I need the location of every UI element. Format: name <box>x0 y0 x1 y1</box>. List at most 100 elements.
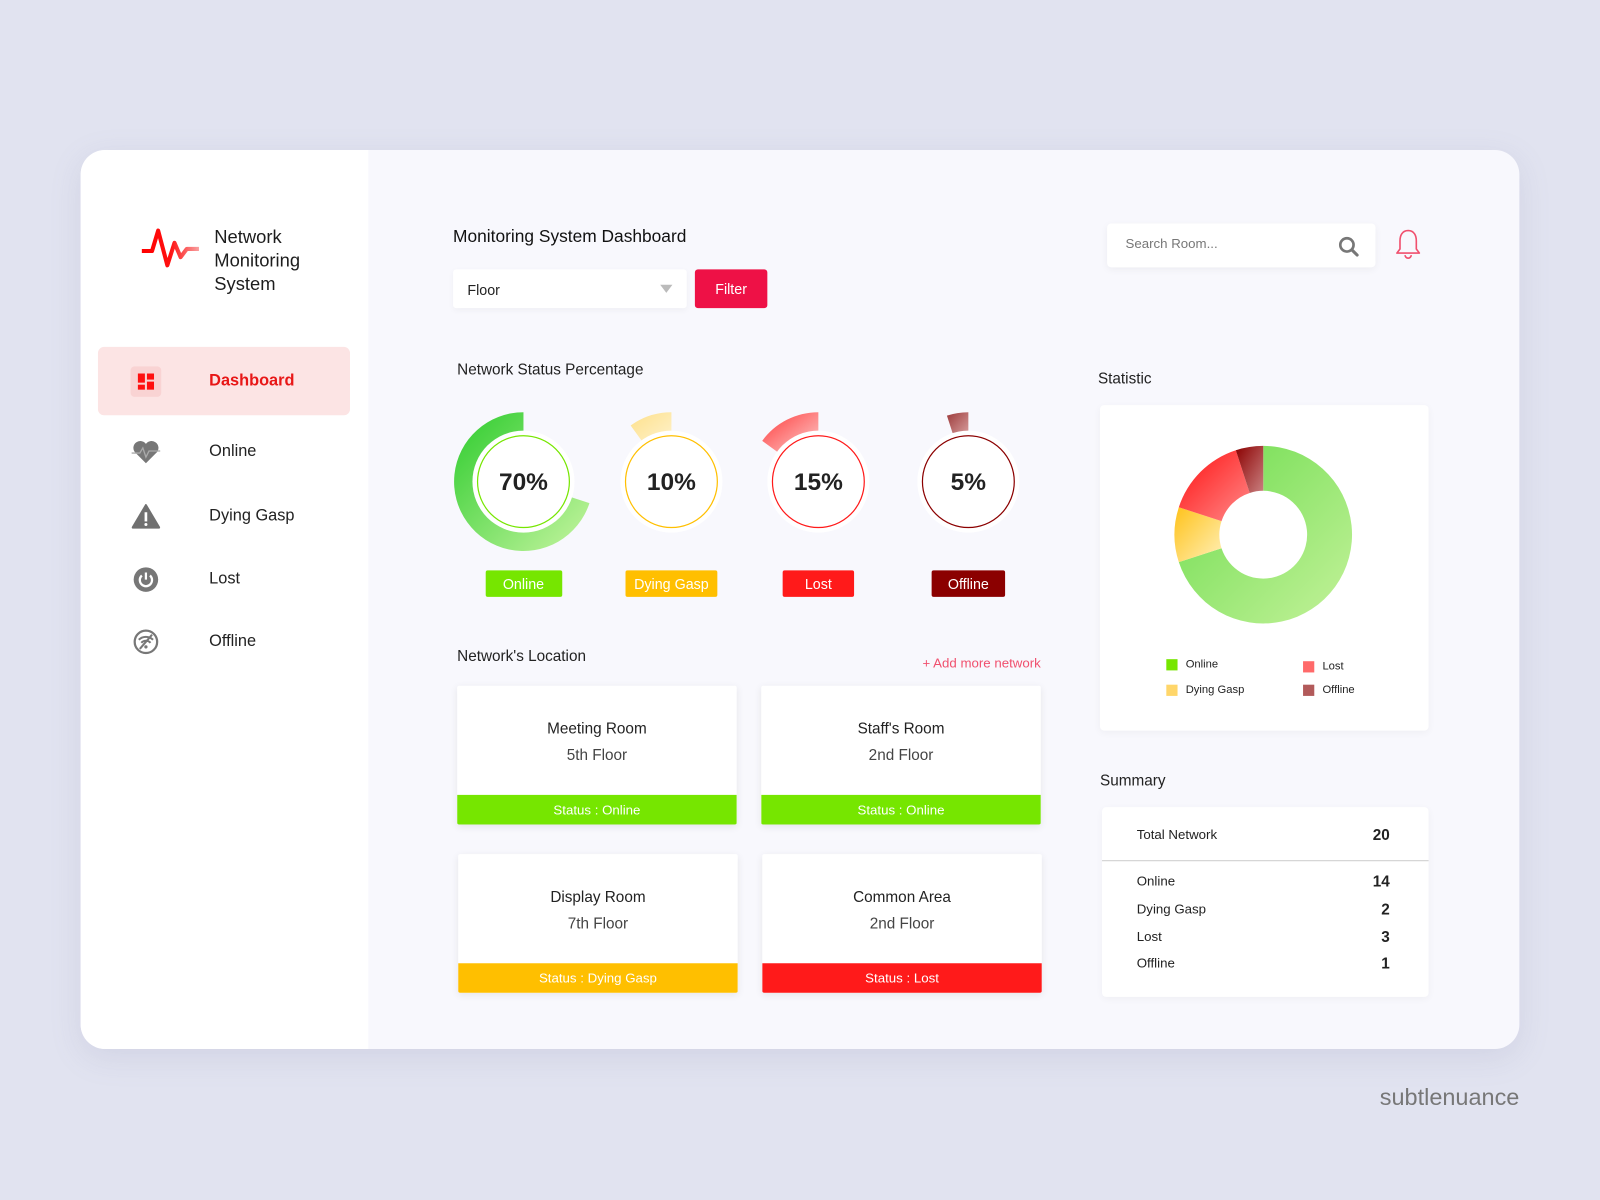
watermark: subtlenuance <box>1379 1083 1520 1111</box>
summary-row: Offline 1 <box>1137 955 1390 972</box>
section-title-locations: Network's Location <box>457 647 586 666</box>
status-badge-lost: Lost <box>782 570 855 597</box>
power-icon <box>131 564 162 595</box>
gauge-arc <box>762 412 819 454</box>
legend-swatch <box>1303 684 1315 696</box>
sidebar-item-label: Lost <box>209 569 241 588</box>
brand-title: Network Monitoring System <box>214 226 300 296</box>
search-icon[interactable] <box>1338 236 1360 258</box>
summary-label: Total Network <box>1136 826 1218 842</box>
summary-row: Dying Gasp 2 <box>1137 901 1390 918</box>
warning-icon <box>131 501 162 532</box>
brand-line: Monitoring <box>214 249 301 271</box>
app-window: Network Monitoring System Dashboard Onli… <box>80 149 1520 1049</box>
page-title: Monitoring System Dashboard <box>453 226 687 246</box>
sidebar-item-lost[interactable]: Lost <box>98 545 350 613</box>
legend-label: Dying Gasp <box>1185 683 1245 696</box>
location-status: Status : Online <box>761 794 1041 825</box>
sidebar-item-dashboard[interactable]: Dashboard <box>97 346 350 416</box>
summary-value: 3 <box>1381 928 1390 946</box>
brand-line: System <box>214 273 276 294</box>
section-title-status: Network Status Percentage <box>457 361 644 379</box>
heart-pulse-icon <box>131 436 162 467</box>
gauge-ring <box>771 435 865 529</box>
location-floor: 2nd Floor <box>869 915 935 933</box>
status-badge-online: Online <box>485 570 562 597</box>
logo-pulse-icon <box>141 228 199 268</box>
location-name: Common Area <box>853 888 951 907</box>
section-title-statistic: Statistic <box>1097 370 1152 388</box>
summary-label: Offline <box>1136 955 1175 971</box>
legend-item-dying-gasp: Dying Gasp <box>1166 684 1244 696</box>
donut-slice-dying-gasp <box>1174 507 1222 563</box>
status-gauges: 70% 10% 15% 5% <box>454 412 1020 552</box>
location-status: Status : Lost <box>762 963 1042 993</box>
sidebar-item-label: Online <box>209 442 257 460</box>
floor-select-value: Floor <box>467 281 500 298</box>
sidebar-item-label: Dashboard <box>209 371 295 390</box>
chevron-down-icon <box>660 284 673 293</box>
sidebar-item-label: Dying Gasp <box>209 506 295 524</box>
summary-value: 14 <box>1372 873 1390 891</box>
legend-item-lost: Lost <box>1303 660 1344 672</box>
gauge-arc <box>946 412 969 437</box>
add-network-link[interactable]: + Add more network <box>922 655 1041 671</box>
legend-swatch <box>1303 660 1315 672</box>
status-donut-chart <box>1174 445 1353 624</box>
brand-line: Network <box>214 226 282 247</box>
status-badge-dying-gasp: Dying Gasp <box>625 570 718 597</box>
gauge-percent-label: 10% <box>647 469 696 496</box>
gauge-ring <box>476 435 570 529</box>
sidebar-item-online[interactable]: Online <box>98 417 350 485</box>
summary-value: 1 <box>1381 955 1390 973</box>
donut-slice-online <box>1178 445 1353 624</box>
legend-label: Offline <box>1322 683 1355 696</box>
location-floor: 7th Floor <box>567 915 629 933</box>
location-floor: 5th Floor <box>566 746 628 765</box>
legend-item-online: Online <box>1166 658 1218 670</box>
summary-value: 2 <box>1381 901 1390 919</box>
filter-button[interactable]: Filter <box>694 269 768 309</box>
summary-label: Dying Gasp <box>1136 901 1207 917</box>
bell-icon[interactable] <box>1394 228 1423 263</box>
summary-row: Online 14 <box>1137 873 1390 890</box>
sidebar-item-offline[interactable]: Offline <box>98 607 350 675</box>
legend-item-offline: Offline <box>1303 684 1355 696</box>
statistic-panel: Online Lost Dying Gasp Offline <box>1099 405 1429 731</box>
sidebar-item-dying-gasp[interactable]: Dying Gasp <box>98 482 350 550</box>
donut-slice-offline <box>1235 445 1264 493</box>
location-card[interactable]: Display Room 7th Floor Status : Dying Gasp <box>458 854 738 993</box>
status-badge-offline: Offline <box>931 570 1006 597</box>
gauge-ring <box>921 435 1015 529</box>
legend-swatch <box>1166 658 1178 670</box>
sidebar-item-label: Offline <box>209 632 257 650</box>
summary-row: Lost 3 <box>1137 929 1390 946</box>
location-floor: 2nd Floor <box>868 746 934 765</box>
summary-panel: Total Network 20 Online 14 Dying Gasp 2 Los… <box>1102 807 1429 997</box>
location-name: Staff's Room <box>857 720 945 738</box>
location-name: Meeting Room <box>547 720 647 738</box>
gauge-ring <box>624 435 718 529</box>
legend-swatch <box>1166 684 1178 696</box>
summary-label: Online <box>1136 873 1176 889</box>
donut-slice-lost <box>1178 450 1250 522</box>
search-input[interactable] <box>1125 235 1330 252</box>
floor-select[interactable]: Floor <box>453 269 687 309</box>
legend-label: Online <box>1185 658 1219 671</box>
legend-label: Lost <box>1322 660 1344 673</box>
gauge-percent-label: 70% <box>499 469 548 496</box>
gauge-percent-label: 5% <box>951 469 987 496</box>
location-card[interactable]: Common Area 2nd Floor Status : Lost <box>762 854 1042 993</box>
location-status: Status : Dying Gasp <box>458 963 738 993</box>
location-card[interactable]: Staff's Room 2nd Floor Status : Online <box>761 685 1041 825</box>
summary-total-row: Total Network 20 <box>1137 827 1390 844</box>
location-status: Status : Online <box>457 794 737 825</box>
location-card[interactable]: Meeting Room 5th Floor Status : Online <box>457 685 737 825</box>
dashboard-icon <box>130 365 162 397</box>
search-box <box>1107 223 1376 268</box>
divider <box>1102 860 1429 862</box>
summary-value: 20 <box>1372 826 1390 844</box>
sidebar: Network Monitoring System Dashboard Onli… <box>80 149 369 1049</box>
summary-label: Lost <box>1136 928 1162 944</box>
wifi-off-icon <box>131 626 162 657</box>
